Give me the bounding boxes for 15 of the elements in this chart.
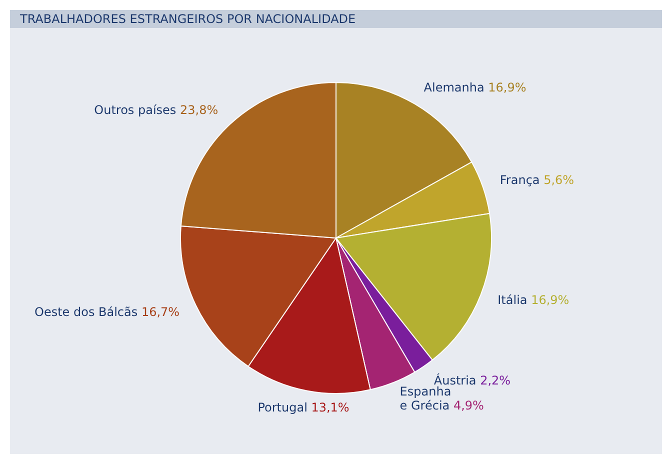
slice-label: Oeste dos Bálcãs [34,305,138,320]
slice-label: Outros países [94,102,176,117]
data-label: 13,1% [307,400,350,415]
data-label: 16,9% [527,293,570,308]
data-label: 16,7% [138,305,180,320]
slice-label: Alemanha [424,80,484,94]
slice-label: Portugal [258,400,308,415]
slice-label: Itália [498,293,528,308]
data-label: 16,9% [484,80,526,94]
data-label: 23,8% [176,102,218,117]
data-label: 4,9% [450,398,484,412]
data-label: 2,2% [476,373,511,388]
slice-label: França [500,173,540,188]
chart-title: TRABALHADORES ESTRANGEIROS POR NACIONALIDADE [10,10,662,28]
data-label: 5,6% [540,173,574,188]
